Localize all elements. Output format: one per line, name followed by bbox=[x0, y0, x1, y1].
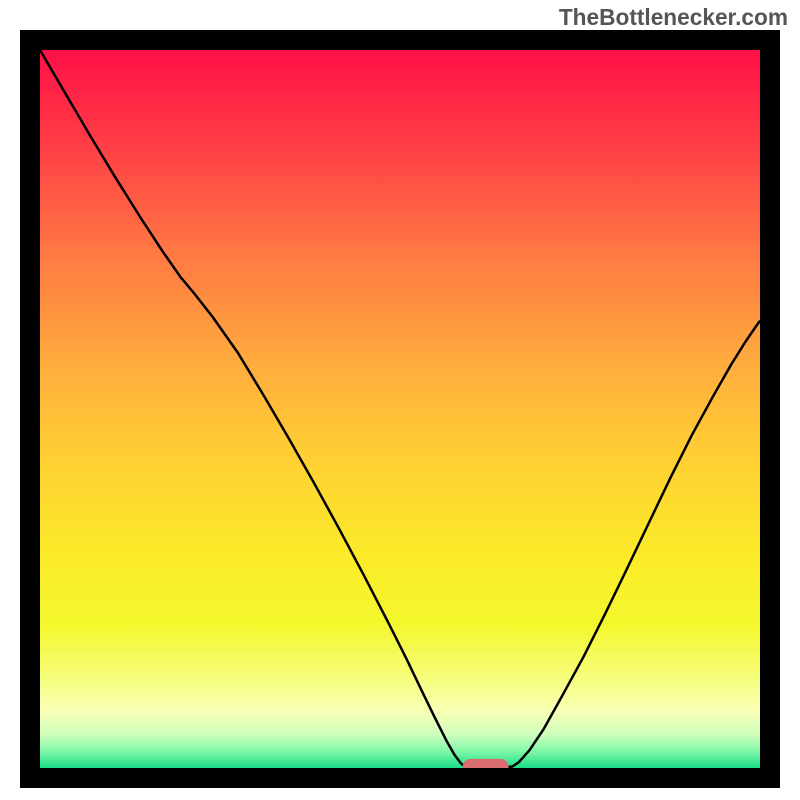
watermark-text: TheBottlenecker.com bbox=[559, 4, 788, 31]
plot-background bbox=[40, 50, 760, 768]
plot-svg bbox=[20, 30, 780, 788]
chart-container: TheBottlenecker.com bbox=[0, 0, 800, 800]
plot-area bbox=[20, 30, 780, 788]
